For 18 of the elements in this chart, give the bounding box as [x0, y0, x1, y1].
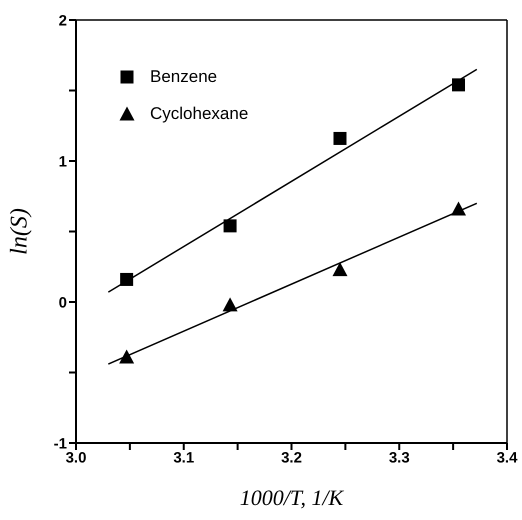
- y-axis-title: ln(S): [6, 208, 33, 255]
- x-tick-label: 3.1: [173, 450, 194, 467]
- point: [333, 132, 346, 145]
- point: [452, 78, 466, 92]
- y-tick-label: -1: [54, 435, 67, 452]
- x-tick-label: 3.2: [281, 450, 302, 467]
- x-tick-label: 3.4: [496, 450, 518, 467]
- y-tick-label: 2: [58, 12, 67, 30]
- legend-label: Benzene: [150, 66, 218, 86]
- y-tick-label: 0: [58, 294, 67, 312]
- x-tick-label: 3.3: [388, 450, 410, 467]
- point: [222, 297, 238, 312]
- legend-label: Cyclohexane: [150, 104, 248, 124]
- y-tick-label: 1: [58, 153, 67, 170]
- point: [224, 219, 237, 232]
- point: [332, 262, 348, 276]
- x-axis-title: 1000/T, 1/K: [240, 485, 345, 510]
- x-tick-label: 3.0: [66, 450, 86, 467]
